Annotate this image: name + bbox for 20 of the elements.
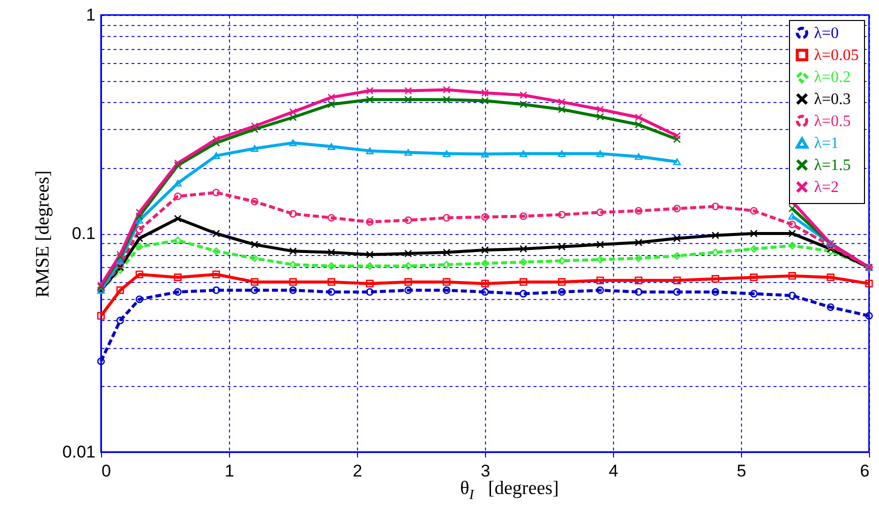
legend-label: λ=1 xyxy=(814,135,839,152)
x-tick-label: 5 xyxy=(736,462,746,480)
legend-label: λ=0.2 xyxy=(814,69,851,86)
y-axis-title: RMSE [degrees] xyxy=(32,170,54,298)
legend-label: λ=0.3 xyxy=(814,91,851,108)
x-axis-title: θ$_{I}$ [degrees] xyxy=(460,478,559,503)
x-tick-label: 0 xyxy=(102,462,111,480)
legend-label: λ=0.5 xyxy=(814,113,851,130)
x-tick-label: 3 xyxy=(480,462,490,480)
x-tick-label: 2 xyxy=(352,462,362,480)
legend-label: λ=0.05 xyxy=(814,47,859,64)
y-tick-label: 0.1 xyxy=(72,224,96,243)
x-tick-label: 6 xyxy=(860,462,870,480)
y-tick-label: 0.01 xyxy=(62,442,96,462)
legend-label: λ=0 xyxy=(814,25,839,42)
y-tick-label: 1 xyxy=(86,6,96,24)
x-tick-label: 1 xyxy=(224,462,234,480)
x-tick-label: 4 xyxy=(608,462,618,480)
legend-label: λ=2 xyxy=(814,179,839,196)
legend-label: λ=1.5 xyxy=(814,157,851,174)
